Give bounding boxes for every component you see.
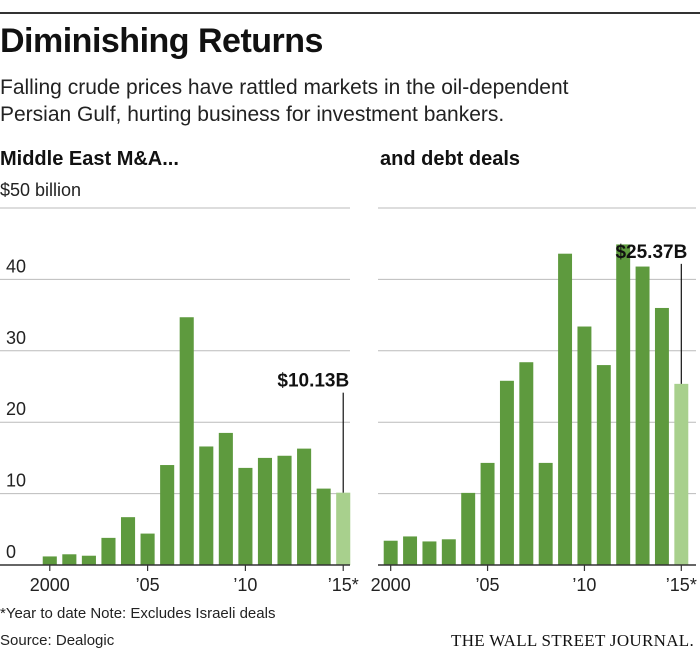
bar-2015 xyxy=(674,383,689,565)
annotation-label: $25.37B xyxy=(615,242,687,263)
bar-2011 xyxy=(596,365,611,565)
footnote: *Year to date Note: Excludes Israeli dea… xyxy=(0,605,276,622)
x-tick-label: ’05 xyxy=(136,575,160,595)
bar-2013 xyxy=(297,448,312,565)
bar-2012 xyxy=(277,455,292,565)
bar-2003 xyxy=(101,537,116,565)
y-tick-label: 0 xyxy=(6,542,16,562)
x-tick-label: ’15* xyxy=(666,575,697,595)
bar-2002 xyxy=(422,541,437,565)
bar-2004 xyxy=(461,492,476,565)
bar-2005 xyxy=(480,462,495,565)
bar-2009 xyxy=(218,432,233,565)
right-panel-title: and debt deals xyxy=(380,148,521,170)
publisher-logo: THE WALL STREET JOURNAL. xyxy=(451,631,694,650)
bar-2015 xyxy=(336,492,351,565)
bar-2009 xyxy=(558,253,573,566)
y-unit-label: $50 billion xyxy=(0,180,82,200)
x-tick-label: ’05 xyxy=(476,575,500,595)
left-panel-title: Middle East M&A... xyxy=(0,148,179,170)
x-tick-label: 2000 xyxy=(371,575,411,595)
bar-2000 xyxy=(383,540,398,565)
bar-2008 xyxy=(199,446,214,565)
bar-2001 xyxy=(403,536,418,565)
bar-2013 xyxy=(635,266,650,565)
x-tick-label: 2000 xyxy=(30,575,70,595)
chart-subtitle: Falling crude prices have rattled market… xyxy=(0,76,569,126)
bar-2007 xyxy=(179,317,194,565)
bar-2014 xyxy=(316,488,331,565)
bar-2010 xyxy=(577,326,592,565)
x-tick-label: ’10 xyxy=(572,575,596,595)
bar-2012 xyxy=(616,244,631,565)
source-note: Source: Dealogic xyxy=(0,632,115,649)
bar-2010 xyxy=(238,467,253,565)
y-tick-label: 20 xyxy=(6,399,26,419)
bar-2004 xyxy=(120,517,136,565)
bar-2005 xyxy=(140,533,155,565)
bar-2003 xyxy=(441,539,456,565)
y-tick-label: 40 xyxy=(6,256,26,276)
top-rule xyxy=(0,12,700,14)
bar-2001 xyxy=(62,554,77,565)
bar-2007 xyxy=(519,362,534,565)
bar-2014 xyxy=(654,307,669,565)
chart-title: Diminishing Returns xyxy=(0,22,323,60)
bar-2006 xyxy=(160,465,175,565)
x-tick-label: ’15* xyxy=(328,575,359,595)
bar-2008 xyxy=(538,462,553,565)
bar-2011 xyxy=(257,457,273,565)
y-tick-label: 10 xyxy=(6,471,26,491)
x-tick-label: ’10 xyxy=(233,575,257,595)
bar-2002 xyxy=(81,555,96,565)
bar-2006 xyxy=(499,380,514,565)
y-tick-label: 30 xyxy=(6,328,26,348)
bar-2000 xyxy=(42,556,57,565)
annotation-label: $10.13B xyxy=(277,371,349,392)
